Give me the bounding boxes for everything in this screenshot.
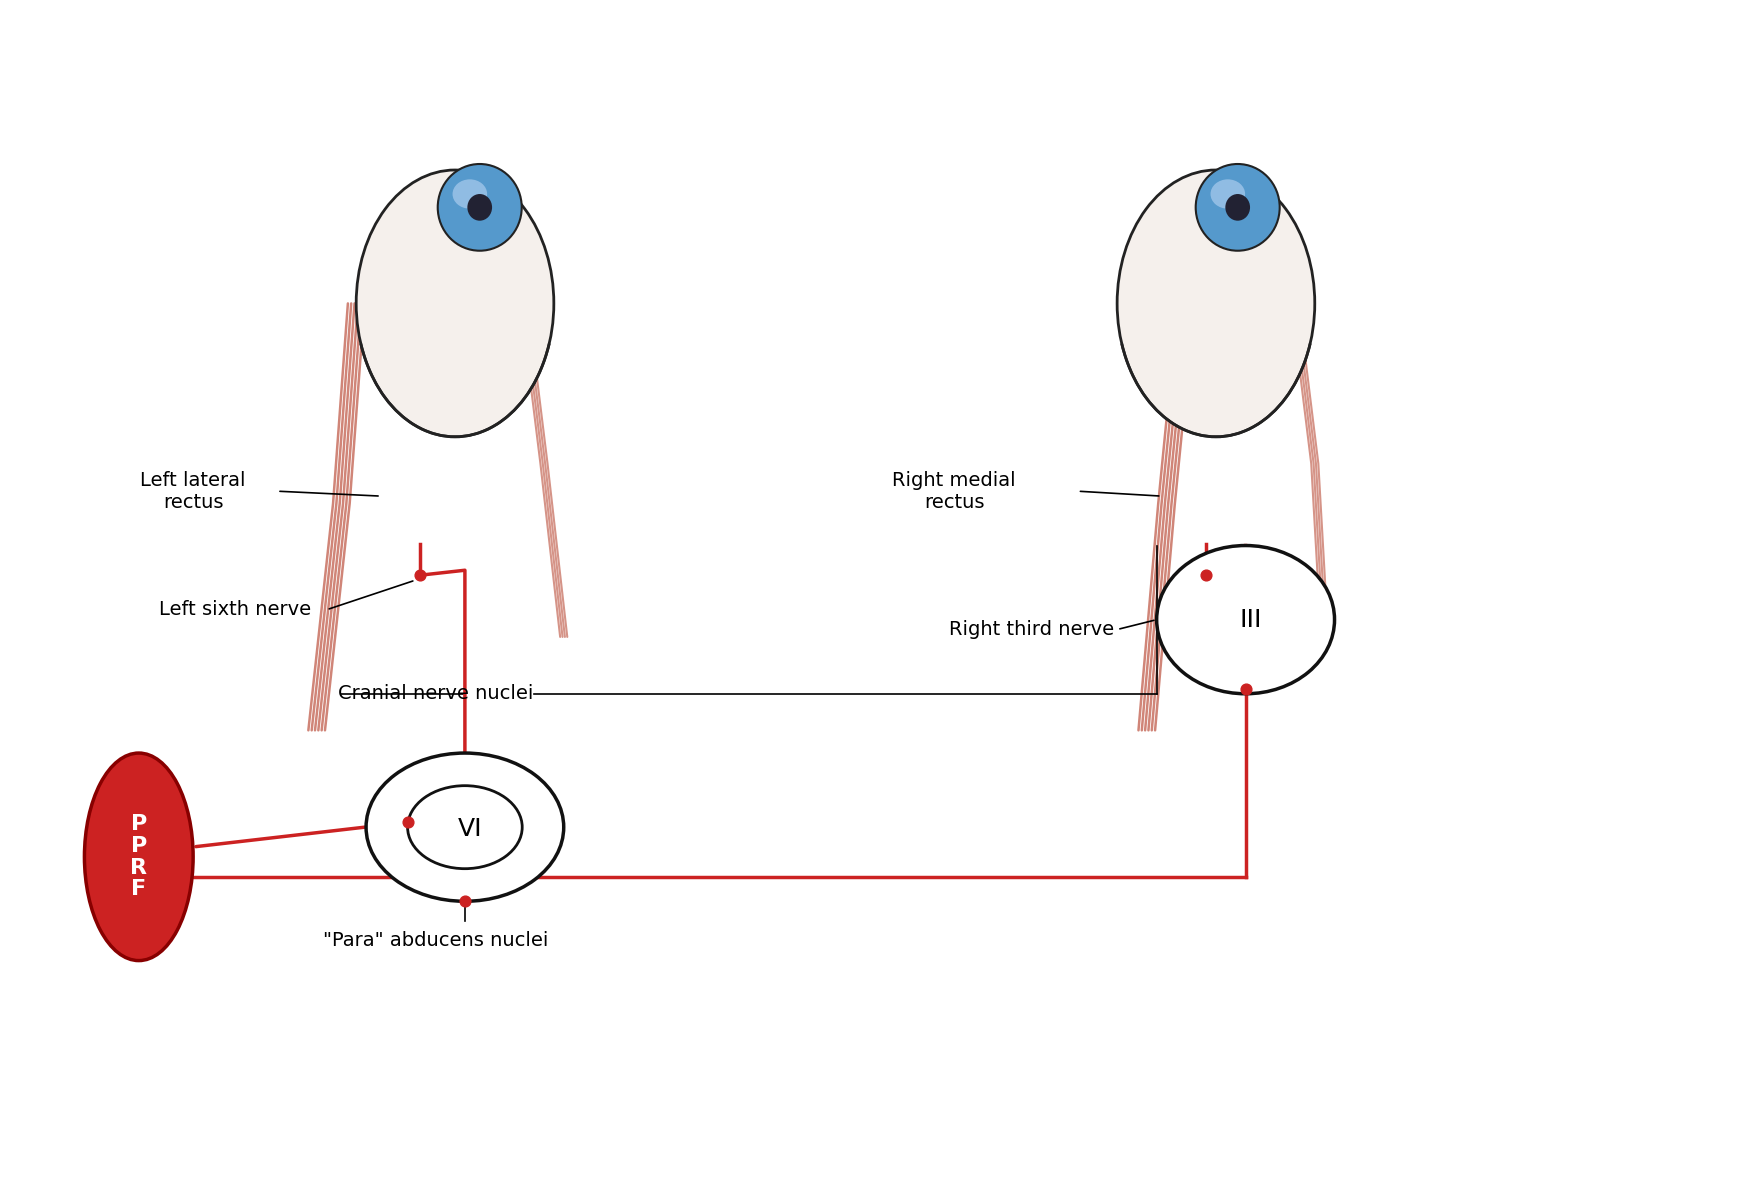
Point: [1232, 680, 1260, 699]
Text: Cranial nerve nuclei: Cranial nerve nuclei: [338, 684, 533, 703]
Ellipse shape: [408, 786, 522, 868]
Ellipse shape: [1211, 179, 1246, 209]
Text: Right medial
rectus: Right medial rectus: [892, 471, 1016, 512]
Text: Left lateral
rectus: Left lateral rectus: [140, 471, 245, 512]
Ellipse shape: [366, 753, 564, 902]
Ellipse shape: [84, 753, 193, 961]
Ellipse shape: [1195, 164, 1279, 250]
Point: [1191, 565, 1219, 584]
Ellipse shape: [438, 164, 522, 250]
Ellipse shape: [356, 170, 554, 437]
Ellipse shape: [1118, 170, 1314, 437]
Text: III: III: [1239, 608, 1261, 631]
Ellipse shape: [1225, 194, 1249, 221]
Ellipse shape: [452, 179, 487, 209]
Point: [406, 565, 434, 584]
Point: [394, 813, 422, 832]
Point: [450, 892, 478, 911]
Ellipse shape: [1156, 545, 1335, 694]
Text: VI: VI: [457, 818, 482, 841]
Text: "Para" abducens nuclei: "Para" abducens nuclei: [322, 931, 548, 950]
Ellipse shape: [468, 194, 492, 221]
Text: Right third nerve: Right third nerve: [950, 620, 1114, 640]
Text: P
P
R
F: P P R F: [130, 814, 147, 899]
Text: Left sixth nerve: Left sixth nerve: [158, 601, 310, 620]
